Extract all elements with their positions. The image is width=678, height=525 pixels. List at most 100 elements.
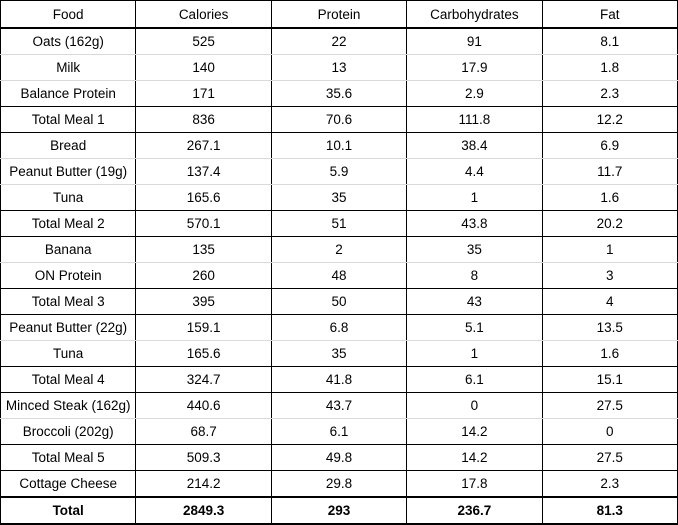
cell-food[interactable]: Total Meal 3 xyxy=(0,288,137,315)
cell-calories[interactable]: 267.1 xyxy=(135,132,272,159)
cell-fat[interactable]: 20.2 xyxy=(541,210,678,237)
cell-protein[interactable]: 70.6 xyxy=(270,106,408,133)
cell-carbs[interactable]: 2.9 xyxy=(406,80,543,107)
cell-food[interactable]: Bread xyxy=(0,132,137,159)
cell-food[interactable]: Cottage Cheese xyxy=(0,470,137,498)
header-cell-food[interactable]: Food xyxy=(0,0,137,29)
cell-food[interactable]: Peanut Butter (19g) xyxy=(0,158,137,185)
cell-protein[interactable]: 2 xyxy=(270,236,408,263)
cell-food[interactable]: Milk xyxy=(0,54,137,81)
cell-carbs[interactable]: 14.2 xyxy=(406,444,543,471)
cell-carbs[interactable]: 1 xyxy=(406,184,543,211)
cell-calories[interactable]: 395 xyxy=(135,288,272,315)
cell-carbs[interactable]: 6.1 xyxy=(406,366,543,393)
cell-carbs[interactable]: 43 xyxy=(406,288,543,315)
cell-food[interactable]: Balance Protein xyxy=(0,80,137,107)
cell-calories[interactable]: 140 xyxy=(135,54,272,81)
cell-protein[interactable]: 13 xyxy=(270,54,408,81)
cell-protein[interactable]: 43.7 xyxy=(270,392,408,419)
cell-protein[interactable]: 48 xyxy=(270,262,408,289)
cell-fat[interactable]: 27.5 xyxy=(541,392,678,419)
cell-fat[interactable]: 1.6 xyxy=(541,340,678,367)
cell-calories[interactable]: 2849.3 xyxy=(135,496,272,525)
cell-food[interactable]: Tuna xyxy=(0,184,137,211)
cell-carbs[interactable]: 14.2 xyxy=(406,418,543,445)
cell-fat[interactable]: 3 xyxy=(541,262,678,289)
cell-fat[interactable]: 4 xyxy=(541,288,678,315)
cell-calories[interactable]: 135 xyxy=(135,236,272,263)
cell-protein[interactable]: 10.1 xyxy=(270,132,408,159)
header-cell-fat[interactable]: Fat xyxy=(541,0,678,29)
cell-calories[interactable]: 165.6 xyxy=(135,340,272,367)
cell-food[interactable]: Total Meal 4 xyxy=(0,366,137,393)
cell-protein[interactable]: 41.8 xyxy=(270,366,408,393)
cell-carbs[interactable]: 35 xyxy=(406,236,543,263)
cell-fat[interactable]: 1 xyxy=(541,236,678,263)
cell-protein[interactable]: 35 xyxy=(270,340,408,367)
header-cell-carbs[interactable]: Carbohydrates xyxy=(406,0,543,29)
cell-calories[interactable]: 260 xyxy=(135,262,272,289)
cell-calories[interactable]: 440.6 xyxy=(135,392,272,419)
cell-fat[interactable]: 27.5 xyxy=(541,444,678,471)
cell-carbs[interactable]: 17.8 xyxy=(406,470,543,498)
cell-carbs[interactable]: 43.8 xyxy=(406,210,543,237)
cell-fat[interactable]: 1.6 xyxy=(541,184,678,211)
cell-food[interactable]: Total Meal 2 xyxy=(0,210,137,237)
cell-carbs[interactable]: 236.7 xyxy=(406,496,543,525)
cell-carbs[interactable]: 5.1 xyxy=(406,314,543,341)
cell-calories[interactable]: 165.6 xyxy=(135,184,272,211)
cell-food[interactable]: Oats (162g) xyxy=(0,28,137,55)
cell-protein[interactable]: 50 xyxy=(270,288,408,315)
cell-carbs[interactable]: 17.9 xyxy=(406,54,543,81)
cell-fat[interactable]: 13.5 xyxy=(541,314,678,341)
cell-protein[interactable]: 293 xyxy=(270,496,408,525)
cell-calories[interactable]: 509.3 xyxy=(135,444,272,471)
cell-carbs[interactable]: 1 xyxy=(406,340,543,367)
cell-calories[interactable]: 324.7 xyxy=(135,366,272,393)
cell-food[interactable]: Banana xyxy=(0,236,137,263)
cell-calories[interactable]: 214.2 xyxy=(135,470,272,498)
cell-calories[interactable]: 68.7 xyxy=(135,418,272,445)
cell-protein[interactable]: 35.6 xyxy=(270,80,408,107)
cell-protein[interactable]: 49.8 xyxy=(270,444,408,471)
cell-fat[interactable]: 12.2 xyxy=(541,106,678,133)
cell-food[interactable]: Total Meal 5 xyxy=(0,444,137,471)
cell-fat[interactable]: 2.3 xyxy=(541,80,678,107)
cell-fat[interactable]: 2.3 xyxy=(541,470,678,498)
cell-fat[interactable]: 1.8 xyxy=(541,54,678,81)
cell-carbs[interactable]: 0 xyxy=(406,392,543,419)
cell-protein[interactable]: 29.8 xyxy=(270,470,408,498)
cell-food[interactable]: Total Meal 1 xyxy=(0,106,137,133)
cell-calories[interactable]: 159.1 xyxy=(135,314,272,341)
cell-fat[interactable]: 11.7 xyxy=(541,158,678,185)
cell-food[interactable]: Minced Steak (162g) xyxy=(0,392,137,419)
header-cell-protein[interactable]: Protein xyxy=(270,0,408,29)
cell-food[interactable]: Total xyxy=(0,496,137,525)
cell-protein[interactable]: 35 xyxy=(270,184,408,211)
cell-carbs[interactable]: 111.8 xyxy=(406,106,543,133)
cell-carbs[interactable]: 91 xyxy=(406,28,543,55)
cell-food[interactable]: Peanut Butter (22g) xyxy=(0,314,137,341)
cell-calories[interactable]: 570.1 xyxy=(135,210,272,237)
cell-carbs[interactable]: 38.4 xyxy=(406,132,543,159)
cell-fat[interactable]: 81.3 xyxy=(541,496,678,525)
cell-carbs[interactable]: 4.4 xyxy=(406,158,543,185)
cell-fat[interactable]: 15.1 xyxy=(541,366,678,393)
cell-protein[interactable]: 22 xyxy=(270,28,408,55)
cell-food[interactable]: ON Protein xyxy=(0,262,137,289)
cell-fat[interactable]: 8.1 xyxy=(541,28,678,55)
cell-food[interactable]: Broccoli (202g) xyxy=(0,418,137,445)
header-cell-calories[interactable]: Calories xyxy=(135,0,272,29)
cell-fat[interactable]: 0 xyxy=(541,418,678,445)
cell-food[interactable]: Tuna xyxy=(0,340,137,367)
cell-protein[interactable]: 5.9 xyxy=(270,158,408,185)
cell-calories[interactable]: 525 xyxy=(135,28,272,55)
cell-protein[interactable]: 51 xyxy=(270,210,408,237)
cell-protein[interactable]: 6.1 xyxy=(270,418,408,445)
cell-calories[interactable]: 137.4 xyxy=(135,158,272,185)
cell-protein[interactable]: 6.8 xyxy=(270,314,408,341)
cell-fat[interactable]: 6.9 xyxy=(541,132,678,159)
cell-calories[interactable]: 171 xyxy=(135,80,272,107)
cell-carbs[interactable]: 8 xyxy=(406,262,543,289)
cell-calories[interactable]: 836 xyxy=(135,106,272,133)
